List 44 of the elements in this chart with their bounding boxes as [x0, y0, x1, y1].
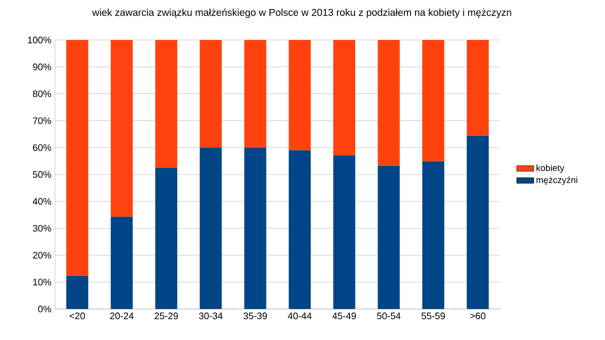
y-tick-label: 40% [32, 198, 52, 205]
y-tick-label: 100% [28, 36, 52, 44]
x-tick-label: 25-29 [154, 312, 178, 320]
bar [422, 40, 444, 162]
x-tick-label: 35-39 [244, 312, 267, 320]
y-tick-label: 90% [32, 64, 52, 70]
x-tick-label: >60 [470, 312, 486, 320]
bar [200, 148, 222, 309]
x-tick-label: 30-34 [199, 312, 223, 320]
y-tick-label: 80% [32, 90, 52, 98]
legend-label: kobiety [536, 164, 564, 173]
bar [66, 40, 88, 276]
bar [66, 276, 88, 309]
bar [244, 40, 266, 148]
bar [288, 40, 311, 150]
bar [244, 148, 266, 309]
legend-label: mężczyźni [536, 176, 578, 185]
bar [110, 40, 133, 217]
y-tick-label: 50% [32, 171, 52, 178]
bar [333, 40, 356, 156]
x-tick-label: 45-49 [332, 312, 356, 320]
x-tick-label: 55-59 [422, 312, 445, 320]
bar [466, 136, 489, 309]
y-tick-label: 30% [32, 224, 52, 232]
x-tick-label: 50-54 [377, 312, 401, 320]
bar [422, 161, 444, 309]
y-tick-label: 10% [33, 278, 52, 286]
bar [333, 155, 356, 309]
bar [466, 40, 489, 136]
bar [110, 216, 133, 309]
bar [288, 150, 311, 309]
x-tick-label: <20 [70, 312, 85, 320]
x-tick-label: 20-24 [110, 312, 134, 320]
y-tick-label: 60% [33, 144, 52, 151]
bar [378, 40, 400, 166]
bar [378, 166, 400, 309]
y-tick-label: 20% [33, 252, 52, 259]
bar [155, 168, 178, 309]
y-tick-label: 0% [38, 306, 52, 312]
chart-title: wiek zawarcia związku małżeńskiego w Polsce w 2013 roku z podziałem na kobiety i mężczyzn [92, 8, 512, 18]
bar [200, 40, 222, 148]
bar [155, 40, 178, 168]
x-tick-label: 40-44 [288, 312, 312, 320]
y-tick-label: 70% [33, 117, 52, 124]
